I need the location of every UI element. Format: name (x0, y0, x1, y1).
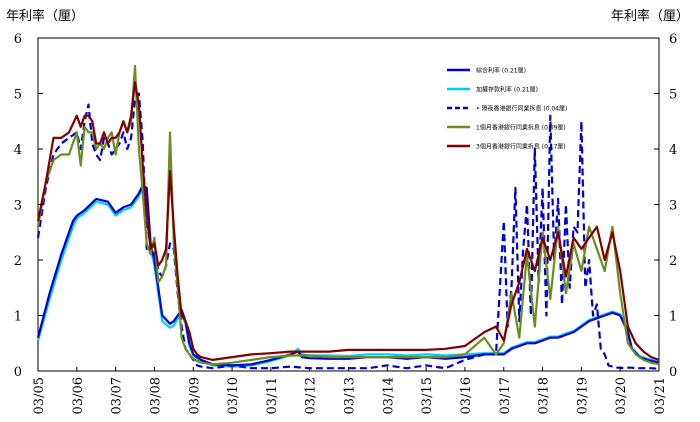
series-line-0 (36, 184, 660, 367)
y-tick-label-left: 2 (14, 254, 22, 269)
series-line-2 (36, 92, 660, 370)
y-tick-label-right: 1 (669, 310, 677, 325)
y-axis-label-left: 年利率（厘） (6, 8, 84, 24)
y-tick-label-left: 3 (14, 199, 22, 214)
legend-label-1: 加權存款利率 (0.21厘) (476, 86, 538, 94)
x-tick-label: 03/17 (498, 377, 513, 414)
x-tick-label: 03/21 (653, 377, 668, 414)
y-tick-label-left: 6 (14, 32, 22, 47)
x-tick-label: 03/12 (304, 377, 319, 414)
legend: 綜合利率 (0.21厘) 加權存款利率 (0.21厘) • 隔夜香港銀行同業拆息 (… (447, 67, 567, 151)
x-tick-label: 03/18 (537, 377, 552, 414)
y-tick-label-left: 1 (14, 310, 22, 325)
series-line-4 (36, 81, 660, 361)
x-tick-label: 03/08 (148, 377, 163, 414)
x-tick-label: 03/15 (420, 377, 435, 414)
x-tick-label: 03/11 (265, 377, 280, 414)
y-tick-label-right: 2 (669, 254, 677, 269)
legend-label-0: 綜合利率 (0.21厘) (476, 67, 526, 75)
x-tick-label: 03/16 (459, 377, 474, 414)
legend-label-4: 3個月香港銀行同業拆息 (0.17厘) (476, 143, 566, 151)
series-layer (36, 64, 660, 370)
x-tick-label: 03/13 (343, 377, 358, 414)
x-tick-label: 03/07 (110, 377, 125, 414)
y-tick-label-left: 4 (14, 143, 22, 158)
legend-label-3: 1個月香港銀行同業拆息 (0.09厘) (476, 124, 566, 132)
x-tick-label: 03/06 (71, 377, 86, 414)
x-tick-label: 03/19 (575, 377, 590, 414)
y-tick-label-right: 3 (669, 199, 677, 214)
series-line-3 (36, 64, 660, 366)
y-tick-label-right: 5 (669, 88, 677, 103)
x-tick-label: 03/10 (226, 377, 241, 414)
y-tick-label-right: 6 (669, 32, 677, 47)
x-tick-label: 03/05 (32, 377, 47, 414)
x-tick-label: 03/20 (614, 377, 629, 414)
axis-layer: 0 0 1 1 2 2 3 3 4 4 5 5 6 6 03/05 03/06 03/07 03/08 03/09 0… (14, 32, 678, 414)
y-tick-label-right: 0 (669, 365, 677, 380)
y-tick-label-left: 5 (14, 88, 22, 103)
y-tick-label-left: 0 (14, 365, 22, 380)
y-tick-label-right: 4 (669, 143, 677, 158)
x-tick-label: 03/09 (187, 377, 202, 414)
y-axis-label-right: 年利率（厘） (611, 8, 689, 24)
x-tick-label: 03/14 (381, 377, 396, 414)
legend-label-2: • 隔夜香港銀行同業拆息 (0.04厘) (476, 105, 567, 113)
